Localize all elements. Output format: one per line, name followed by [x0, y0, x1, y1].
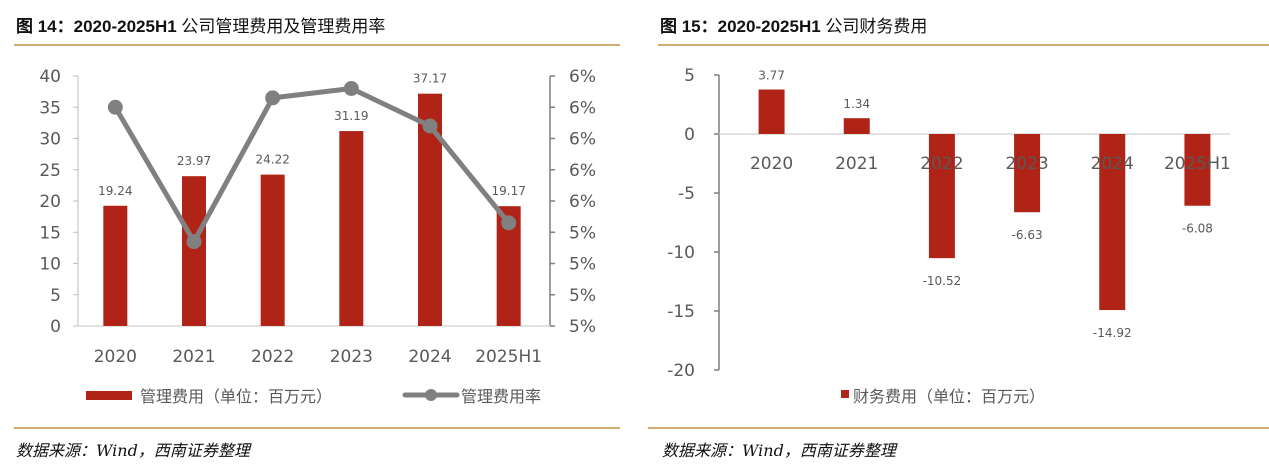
bar-data-label: -6.63: [1012, 228, 1043, 242]
bar-finance-expense: [928, 134, 955, 259]
y-axis-tick-label: -10: [667, 243, 695, 263]
bar-finance-expense: [758, 89, 785, 134]
legend-label-admin-expense: 管理费用（单位：百万元）: [140, 387, 332, 406]
x-axis-tick-label: 2021: [835, 154, 878, 174]
bar-data-label: 37.17: [413, 72, 447, 86]
bar-data-label: 31.19: [334, 109, 368, 123]
left-axis-tick-label: 20: [39, 192, 61, 212]
left-axis-tick-label: 25: [39, 161, 61, 181]
bar-finance-expense: [843, 118, 870, 134]
legend-label-admin-rate: 管理费用率: [461, 387, 541, 406]
left-axis-tick-label: 30: [39, 130, 61, 150]
legend-label-finance-expense: 财务费用（单位：百万元）: [853, 387, 1045, 406]
legend-swatch-marker: [425, 389, 437, 401]
right-axis-tick-label: 6%: [569, 130, 596, 150]
x-axis-tick-label: 2022: [251, 347, 294, 367]
bar-data-label: -6.08: [1182, 222, 1213, 236]
bar-data-label: 19.24: [98, 184, 132, 198]
left-axis-tick-label: 35: [39, 98, 61, 118]
admin-expense-chart: 40 35 30 25 20 15 10 5 0 6% 6% 6% 6% 6% 5% 5% 5% 5% 19.24 2…: [39, 67, 596, 406]
x-axis-tick-label: 2022: [920, 154, 963, 174]
line-point: [186, 234, 202, 250]
bar-data-label: 3.77: [758, 69, 785, 83]
bar-finance-expense: [1099, 134, 1126, 311]
right-axis-tick-label: 5%: [569, 223, 596, 243]
bar-data-label: 24.22: [255, 153, 289, 167]
right-axis-tick-label: 6%: [569, 98, 596, 118]
right-axis-tick-label: 5%: [569, 286, 596, 306]
bar-data-label: 23.97: [177, 154, 211, 168]
title-text: 公司管理费用及管理费用率: [176, 17, 386, 36]
x-axis-tick-label: 2023: [330, 347, 373, 367]
bar-admin-expense: [103, 205, 128, 326]
line-point: [422, 118, 438, 134]
bar-admin-expense: [260, 174, 285, 326]
x-axis-tick-label: 2021: [172, 347, 215, 367]
title-period: 2020-2025H1: [73, 17, 177, 36]
figure-number: 图 14：: [16, 17, 74, 36]
left-axis-tick-label: 40: [39, 67, 61, 87]
right-axis-tick-label: 5%: [569, 317, 596, 337]
title-period: 2020-2025H1: [717, 17, 821, 36]
y-axis-tick-label: -5: [678, 184, 695, 204]
right-axis-tick-label: 6%: [569, 67, 596, 87]
bar-finance-expense: [1014, 134, 1041, 213]
title-text: 公司财务费用: [820, 17, 928, 36]
y-axis-tick-label: 0: [684, 125, 695, 145]
x-axis-tick-label: 2025H1: [1164, 154, 1231, 174]
bar-admin-expense: [339, 131, 364, 326]
finance-expense-chart: 5 0 -5 -10 -15 -20 3.77 1.34 -10.52 -6.63 -14.92 -6…: [667, 66, 1231, 406]
figure-number: 图 15：: [660, 17, 718, 36]
bar-data-label: -14.92: [1093, 326, 1132, 340]
right-axis-tick-label: 6%: [569, 192, 596, 212]
x-axis-tick-label: 2025H1: [475, 347, 542, 367]
bar-finance-expense: [1184, 134, 1211, 206]
chart-title: 图 14：2020-2025H1 公司管理费用及管理费用率: [16, 12, 385, 37]
line-point: [501, 215, 517, 231]
source-note: 数据来源：Wind，西南证券整理: [16, 441, 250, 460]
line-point: [343, 81, 359, 96]
bar-data-label: 19.17: [491, 184, 525, 198]
title-rule: [658, 44, 1269, 46]
legend-swatch-bar: [841, 390, 849, 398]
chart-panel-finance-expense: 图 15：2020-2025H1 公司财务费用 5 0 -5 -10 -15 -20 3.7…: [640, 0, 1269, 473]
x-axis-tick-label: 2024: [1091, 154, 1134, 174]
y-axis-tick-label: -15: [667, 302, 695, 322]
right-axis-tick-label: 6%: [569, 161, 596, 181]
title-rule: [14, 44, 620, 46]
line-admin-expense-rate: [113, 86, 511, 245]
x-axis-tick-label: 2023: [1005, 154, 1048, 174]
left-axis-tick-label: 15: [39, 223, 61, 243]
source-rule: [648, 427, 1269, 429]
x-axis-tick-label: 2020: [94, 347, 137, 367]
left-axis-tick-label: 5: [50, 286, 61, 306]
source-note: 数据来源：Wind，西南证券整理: [662, 441, 896, 460]
bar-data-label: 1.34: [843, 97, 870, 111]
x-axis-tick-label: 2024: [408, 347, 451, 367]
left-axis-tick-label: 10: [39, 255, 61, 275]
bar-data-label: -10.52: [923, 274, 962, 288]
line-point: [265, 90, 281, 106]
bar-admin-expense: [496, 206, 521, 326]
left-axis-tick-label: 0: [50, 317, 61, 337]
legend-swatch-bar: [86, 391, 132, 400]
line-point: [107, 99, 123, 115]
chart-panel-admin-expense: 图 14：2020-2025H1 公司管理费用及管理费用率 40 35 30 25 20…: [0, 0, 630, 473]
y-axis-tick-label: -20: [667, 361, 695, 381]
bar-admin-expense: [182, 176, 206, 326]
x-axis-tick-label: 2020: [750, 154, 793, 174]
y-axis-tick-label: 5: [684, 66, 695, 86]
chart-title: 图 15：2020-2025H1 公司财务费用: [660, 12, 927, 37]
source-rule: [14, 427, 620, 429]
right-axis-tick-label: 5%: [569, 255, 596, 275]
